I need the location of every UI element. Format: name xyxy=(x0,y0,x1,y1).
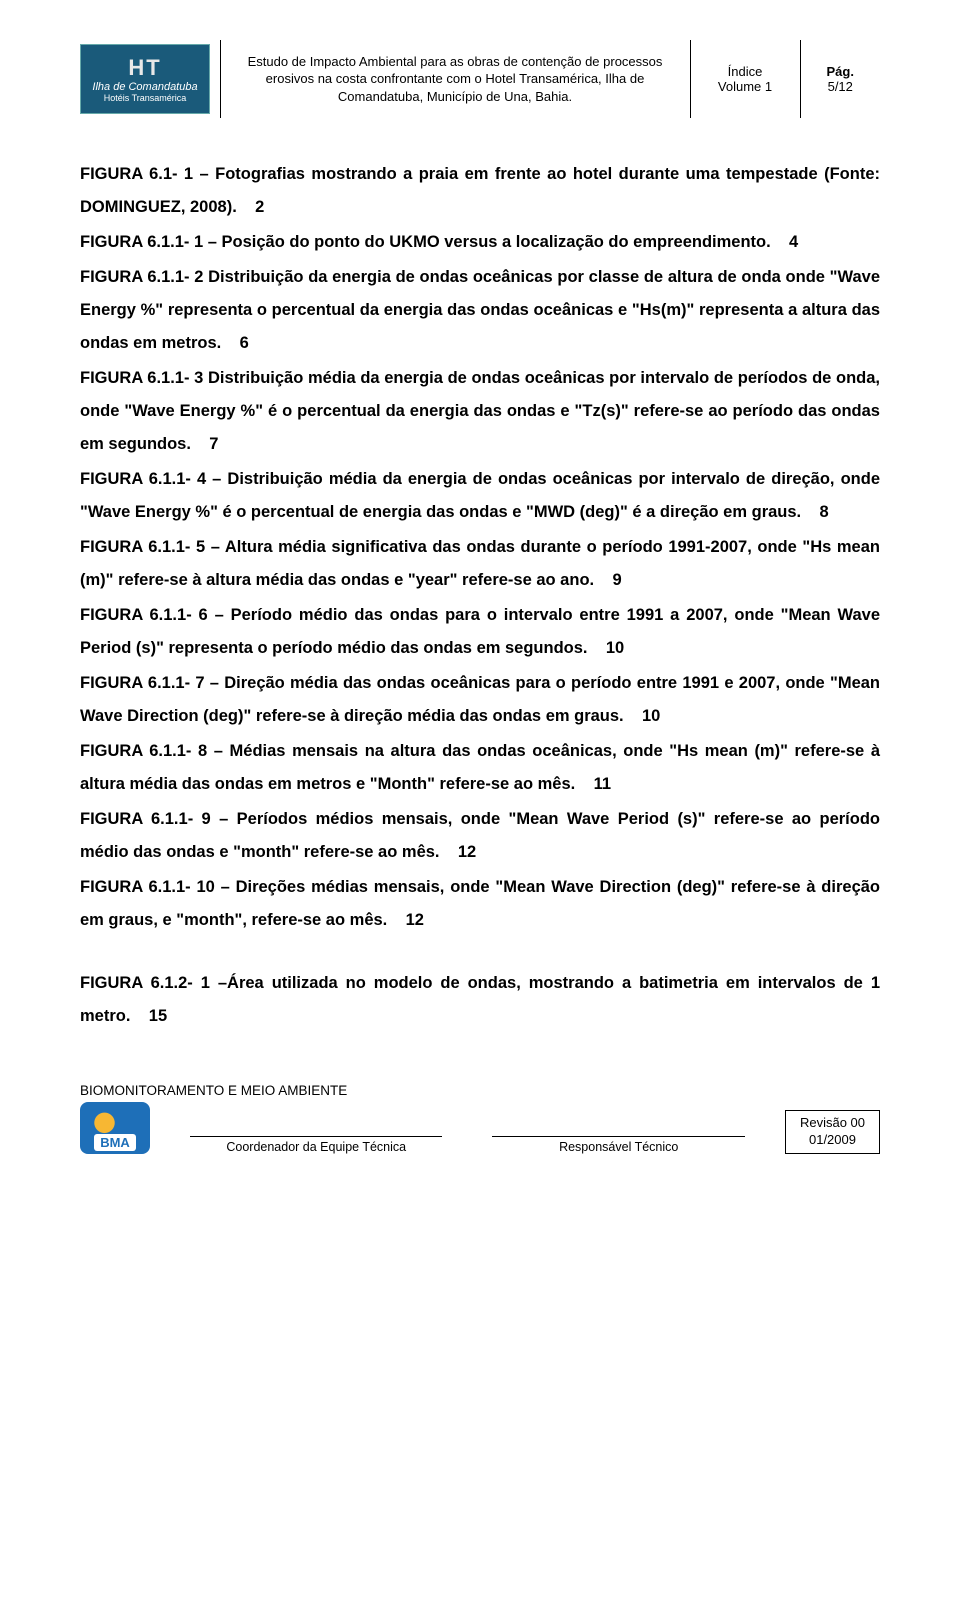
figure-page: 15 xyxy=(149,1007,167,1025)
logo-line2: Ilha de Comandatuba xyxy=(92,81,197,93)
figure-entry: FIGURA 6.1.1- 10 – Direções médias mensa… xyxy=(80,871,880,937)
figure-list-2: FIGURA 6.1.2- 1 –Área utilizada no model… xyxy=(80,967,880,1033)
figure-label: FIGURA 6.1.1- 1 – Posição do ponto do UK… xyxy=(80,233,771,251)
figure-label: FIGURA 6.1.1- 5 – Altura média significa… xyxy=(80,538,880,589)
figure-list: FIGURA 6.1- 1 – Fotografias mostrando a … xyxy=(80,158,880,937)
footer: BIOMONITORAMENTO E MEIO AMBIENTE BMA Coo… xyxy=(80,1083,880,1154)
figure-entry: FIGURA 6.1.2- 1 –Área utilizada no model… xyxy=(80,967,880,1033)
figure-label: FIGURA 6.1.1- 7 – Direção média das onda… xyxy=(80,674,880,725)
logo-line3: Hotéis Transamérica xyxy=(104,93,187,103)
header: HT Ilha de Comandatuba Hotéis Transaméri… xyxy=(80,40,880,118)
revision-label: Revisão 00 xyxy=(800,1115,865,1132)
logo-line1: HT xyxy=(128,55,161,81)
index-label: Índice xyxy=(701,64,790,79)
revision-box: Revisão 00 01/2009 xyxy=(785,1110,880,1154)
page-number: 5/12 xyxy=(811,79,871,94)
figure-entry: FIGURA 6.1.1- 6 – Período médio das onda… xyxy=(80,599,880,665)
figure-entry: FIGURA 6.1.1- 8 – Médias mensais na altu… xyxy=(80,735,880,801)
figure-entry: FIGURA 6.1.1- 9 – Períodos médios mensai… xyxy=(80,803,880,869)
figure-page: 4 xyxy=(789,233,798,251)
hotel-logo: HT Ilha de Comandatuba Hotéis Transaméri… xyxy=(80,44,210,114)
header-description: Estudo de Impacto Ambiental para as obra… xyxy=(220,40,690,118)
figure-label: FIGURA 6.1.2- 1 –Área utilizada no model… xyxy=(80,974,880,1025)
figure-page: 8 xyxy=(819,503,828,521)
bma-logo-icon: BMA xyxy=(80,1102,150,1154)
figure-label: FIGURA 6.1.1- 3 Distribuição média da en… xyxy=(80,369,880,453)
figure-entry: FIGURA 6.1.1- 1 – Posição do ponto do UK… xyxy=(80,226,880,259)
figure-label: FIGURA 6.1- 1 – Fotografias mostrando a … xyxy=(80,165,880,216)
figure-label: FIGURA 6.1.1- 8 – Médias mensais na altu… xyxy=(80,742,880,793)
revision-date: 01/2009 xyxy=(800,1132,865,1149)
figure-label: FIGURA 6.1.1- 10 – Direções médias mensa… xyxy=(80,878,880,929)
figure-page: 2 xyxy=(255,198,264,216)
figure-page: 6 xyxy=(240,334,249,352)
figure-entry: FIGURA 6.1.1- 4 – Distribuição média da … xyxy=(80,463,880,529)
figure-label: FIGURA 6.1.1- 4 – Distribuição média da … xyxy=(80,470,880,521)
figure-entry: FIGURA 6.1.1- 7 – Direção média das onda… xyxy=(80,667,880,733)
header-logo-cell: HT Ilha de Comandatuba Hotéis Transaméri… xyxy=(80,40,220,118)
sig2-label: Responsável Técnico xyxy=(482,1140,754,1154)
figure-entry: FIGURA 6.1.1- 2 Distribuição da energia … xyxy=(80,261,880,360)
figure-label: FIGURA 6.1.1- 6 – Período médio das onda… xyxy=(80,606,880,657)
figure-page: 9 xyxy=(612,571,621,589)
page-label: Pág. xyxy=(827,64,854,79)
signature-responsible: Responsável Técnico xyxy=(482,1136,754,1154)
figure-page: 11 xyxy=(594,775,611,793)
page: HT Ilha de Comandatuba Hotéis Transaméri… xyxy=(0,0,960,1194)
figure-page: 10 xyxy=(606,639,624,657)
footer-org: BIOMONITORAMENTO E MEIO AMBIENTE xyxy=(80,1083,347,1098)
sig1-label: Coordenador da Equipe Técnica xyxy=(180,1140,452,1154)
volume-label: Volume 1 xyxy=(701,79,790,94)
figure-label: FIGURA 6.1.1- 9 – Períodos médios mensai… xyxy=(80,810,880,861)
figure-entry: FIGURA 6.1- 1 – Fotografias mostrando a … xyxy=(80,158,880,224)
figure-label: FIGURA 6.1.1- 2 Distribuição da energia … xyxy=(80,268,880,352)
figure-entry: FIGURA 6.1.1- 3 Distribuição média da en… xyxy=(80,362,880,461)
figure-page: 12 xyxy=(406,911,424,929)
bma-logo-text: BMA xyxy=(94,1134,136,1151)
header-page: Pág. 5/12 xyxy=(800,40,880,118)
figure-page: 10 xyxy=(642,707,660,725)
signature-coordinator: Coordenador da Equipe Técnica xyxy=(180,1136,452,1154)
figure-entry: FIGURA 6.1.1- 5 – Altura média significa… xyxy=(80,531,880,597)
figure-page: 7 xyxy=(209,435,218,453)
header-index: Índice Volume 1 xyxy=(690,40,800,118)
figure-page: 12 xyxy=(458,843,476,861)
